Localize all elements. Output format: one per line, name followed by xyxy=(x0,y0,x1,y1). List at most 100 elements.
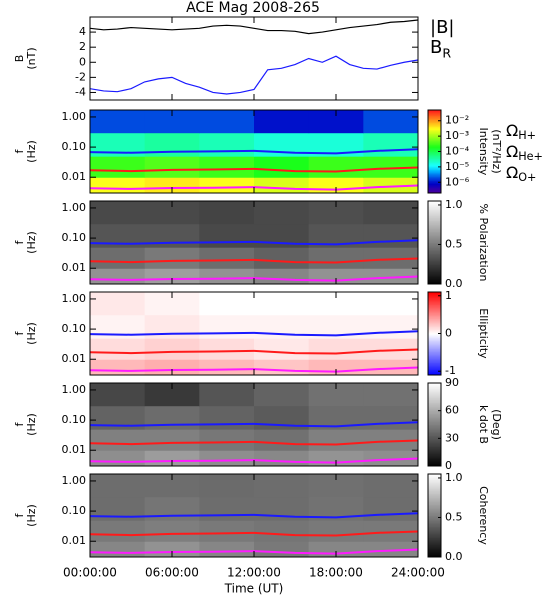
colorbar-segment xyxy=(428,293,441,296)
colorbar-tick-label: 60 xyxy=(445,404,459,417)
colorbar-segment xyxy=(428,190,441,193)
colorbar-segment xyxy=(428,448,441,450)
colorbar-segment xyxy=(428,450,441,453)
colorbar-segment xyxy=(428,507,441,510)
spectrogram-cell xyxy=(199,132,255,157)
colorbar-segment xyxy=(428,267,441,270)
spectrogram-cell xyxy=(144,338,200,360)
colorbar-segment xyxy=(428,420,441,423)
colorbar-segment xyxy=(428,228,441,231)
colorbar-segment xyxy=(428,460,441,463)
colorbar-segment xyxy=(428,126,441,129)
y-tick-label: -2 xyxy=(75,70,86,83)
spectrogram-cell xyxy=(363,156,418,178)
colorbar-segment xyxy=(428,384,441,387)
spectrogram-cell xyxy=(363,338,418,360)
spectrogram-cell xyxy=(199,292,255,316)
plot-area xyxy=(90,19,418,95)
colorbar-tick-label: 0.5 xyxy=(445,510,463,523)
colorbar-segment xyxy=(428,399,441,402)
y-axis-label: f xyxy=(13,512,26,517)
colorbar-segment xyxy=(428,551,441,554)
colorbar-segment xyxy=(428,184,441,187)
colorbar-segment xyxy=(428,333,441,336)
colorbar-segment xyxy=(428,325,441,328)
spectrogram-cell xyxy=(199,268,255,284)
colorbar-segment xyxy=(428,312,441,315)
colorbar-segment xyxy=(428,205,441,208)
colorbar-segment xyxy=(428,125,441,128)
colorbar-segment xyxy=(428,252,441,255)
y-tick-label: 0.01 xyxy=(62,443,87,456)
spectrogram-cell xyxy=(308,223,364,248)
panel xyxy=(90,292,418,375)
colorbar-segment xyxy=(428,355,441,358)
colorbar-segment xyxy=(428,227,441,230)
y-tick-label: 2 xyxy=(79,40,86,53)
colorbar-segment xyxy=(428,206,441,209)
colorbar-segment xyxy=(428,344,441,347)
y-axis-label: (Hz) xyxy=(25,413,38,436)
colorbar-segment xyxy=(428,427,441,430)
y-tick-label: 0.10 xyxy=(62,322,87,335)
colorbar-segment xyxy=(428,536,441,539)
colorbar-segment xyxy=(428,278,441,281)
colorbar-segment xyxy=(428,321,441,323)
spectrogram-cell xyxy=(90,110,146,134)
colorbar-segment xyxy=(428,119,441,122)
spectrogram-cell xyxy=(144,383,200,407)
spectrogram-cell xyxy=(90,541,146,557)
colorbar-segment xyxy=(428,274,441,277)
colorbar-segment xyxy=(428,203,441,206)
spectrogram-cell xyxy=(363,383,418,407)
colorbar-segment xyxy=(428,254,441,257)
y-tick-label: 1.00 xyxy=(62,110,87,123)
plot-area xyxy=(90,383,418,466)
colorbar-segment xyxy=(428,122,441,125)
spectrogram-cell xyxy=(199,520,255,542)
colorbar-segment xyxy=(428,218,441,221)
colorbar-segment xyxy=(428,304,441,307)
colorbar-segment xyxy=(428,173,441,176)
colorbar-segment xyxy=(428,257,441,260)
y-tick-label: 1.00 xyxy=(62,201,87,214)
colorbar-segment xyxy=(428,518,441,521)
spectrogram-cell xyxy=(199,314,255,339)
spectrogram-cell xyxy=(90,474,146,498)
colorbar-segment xyxy=(428,294,441,297)
colorbar-segment xyxy=(428,116,441,119)
colorbar-segment xyxy=(428,263,441,266)
spectrogram-cell xyxy=(363,268,418,284)
legend-label: ΩO+ xyxy=(506,163,536,184)
colorbar-segment xyxy=(428,436,441,439)
colorbar-segment xyxy=(428,279,441,282)
colorbar-segment xyxy=(428,347,441,350)
y-tick-label: 0.10 xyxy=(62,140,87,153)
spectrogram-cell xyxy=(254,292,310,316)
spectrogram-cell xyxy=(90,359,146,375)
colorbar-segment xyxy=(428,496,441,499)
colorbar-segment xyxy=(428,389,441,392)
colorbar-segment xyxy=(428,505,441,508)
colorbar-segment xyxy=(428,248,441,250)
spectrogram-cell xyxy=(144,110,200,134)
plot-frame xyxy=(89,16,419,101)
colorbar-segment xyxy=(428,137,441,140)
colorbar-tick-label: 1 xyxy=(445,289,452,302)
colorbar-segment xyxy=(428,398,441,401)
y-tick-label: 0.01 xyxy=(62,534,87,547)
colorbar-segment xyxy=(428,180,441,183)
colorbar-segment xyxy=(428,121,441,123)
gyro-line xyxy=(90,439,418,446)
spectrogram-cell xyxy=(90,201,146,225)
spectrogram-cell xyxy=(254,156,310,178)
colorbar-segment xyxy=(428,329,441,332)
colorbar-segment xyxy=(428,187,441,190)
colorbar-segment xyxy=(428,523,441,526)
spectrogram-cell xyxy=(254,247,310,269)
colorbar-segment xyxy=(428,476,441,479)
colorbar-segment xyxy=(428,154,441,157)
colorbar-segment xyxy=(428,534,441,537)
spectrogram-cell xyxy=(254,338,310,360)
colorbar-segment xyxy=(428,235,441,238)
